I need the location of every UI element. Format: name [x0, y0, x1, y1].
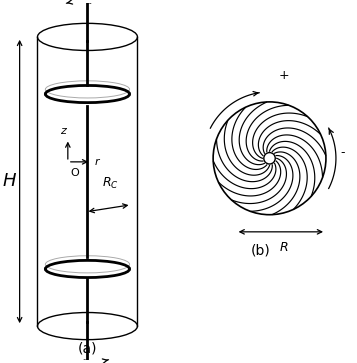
Text: -: - — [341, 146, 345, 159]
Circle shape — [264, 152, 275, 164]
Text: $R_C$: $R_C$ — [102, 176, 119, 191]
Text: z: z — [60, 126, 66, 136]
Text: (b): (b) — [251, 243, 271, 257]
Text: O: O — [71, 168, 80, 178]
Text: (a): (a) — [78, 342, 97, 356]
Text: H: H — [2, 172, 16, 191]
Text: R: R — [279, 241, 288, 254]
Text: +: + — [278, 69, 289, 82]
Text: r: r — [95, 157, 99, 167]
